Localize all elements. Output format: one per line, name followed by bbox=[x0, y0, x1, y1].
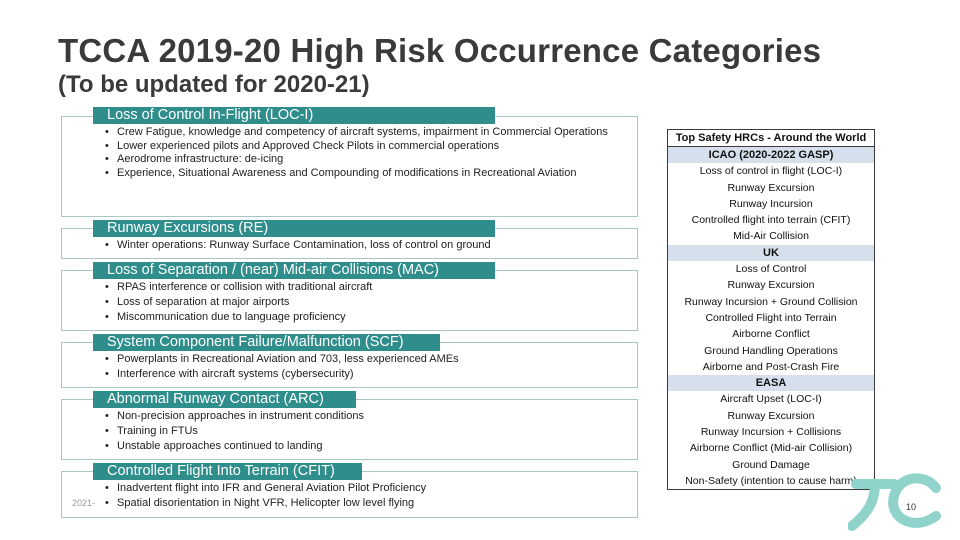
hrc-item: Loss of Control bbox=[735, 263, 807, 276]
hrc-section-easa: EASA bbox=[668, 375, 874, 392]
transport-canada-logo-icon bbox=[848, 473, 941, 531]
list-item: Miscommunication due to language profici… bbox=[105, 310, 610, 325]
hrc-item: Airborne Conflict (Mid-air Collision) bbox=[689, 442, 853, 455]
list-item: Loss of separation at major airports bbox=[105, 295, 610, 310]
hrc-section-uk: UK bbox=[668, 244, 874, 262]
hrc-item: Airborne Conflict bbox=[732, 328, 810, 341]
hrc-item: Controlled Flight into Terrain bbox=[705, 311, 837, 324]
hrc-item: Non-Safety (intention to cause harm) bbox=[685, 474, 857, 487]
list-item: Spatial disorientation in Night VFR, Hel… bbox=[105, 496, 610, 511]
hrc-item: Mid-Air Collision bbox=[733, 230, 809, 243]
category-bullets-arc: Non-precision approaches in instrument c… bbox=[105, 409, 610, 454]
list-item: Powerplants in Recreational Aviation and… bbox=[105, 352, 610, 367]
hrc-item: Airborne and Post-Crash Fire bbox=[702, 360, 840, 373]
category-bullets-loc-i: Crew Fatigue, knowledge and competency o… bbox=[105, 126, 610, 180]
footer-date: 2021- bbox=[72, 498, 96, 508]
page-number: 10 bbox=[906, 502, 917, 512]
hrc-item: Controlled flight into terrain (CFIT) bbox=[691, 214, 851, 227]
hrc-table-header: Top Safety HRCs - Around the World bbox=[668, 130, 874, 147]
list-item: Unstable approaches continued to landing bbox=[105, 439, 610, 454]
list-item: Winter operations: Runway Surface Contam… bbox=[105, 238, 610, 253]
hrc-item: Aircraft Upset (LOC-I) bbox=[720, 393, 822, 406]
hrc-table: Top Safety HRCs - Around the World ICAO … bbox=[667, 129, 875, 491]
list-item: Aerodrome infrastructure: de-icing bbox=[105, 153, 610, 167]
list-item: RPAS interference or collision with trad… bbox=[105, 280, 610, 295]
category-header-cfit: Controlled Flight Into Terrain (CFIT) bbox=[93, 463, 362, 480]
hrc-section-icao: ICAO (2020-2022 GASP) bbox=[668, 147, 874, 164]
category-header-re: Runway Excursions (RE) bbox=[93, 220, 495, 237]
hrc-item: Runway Excursion bbox=[727, 181, 815, 194]
list-item: Crew Fatigue, knowledge and competency o… bbox=[105, 126, 610, 140]
list-item: Interference with aircraft systems (cybe… bbox=[105, 367, 610, 382]
category-header-loc-i: Loss of Control In-Flight (LOC-I) bbox=[93, 107, 495, 124]
category-bullets-scf: Powerplants in Recreational Aviation and… bbox=[105, 352, 610, 382]
category-header-mac: Loss of Separation / (near) Mid-air Coll… bbox=[93, 262, 495, 279]
hrc-item: Loss of control in flight (LOC-I) bbox=[699, 165, 843, 178]
list-item: Inadvertent flight into IFR and General … bbox=[105, 481, 610, 496]
hrc-item: Runway Incursion bbox=[729, 197, 813, 210]
hrc-item: Runway Excursion bbox=[727, 279, 815, 292]
list-item: Non-precision approaches in instrument c… bbox=[105, 409, 610, 424]
hrc-item: Ground Handling Operations bbox=[704, 344, 838, 357]
hrc-item: Runway Excursion bbox=[727, 409, 815, 422]
category-header-scf: System Component Failure/Malfunction (SC… bbox=[93, 334, 440, 351]
list-item: Training in FTUs bbox=[105, 424, 610, 439]
category-bullets-cfit: Inadvertent flight into IFR and General … bbox=[105, 481, 610, 511]
slide-title: TCCA 2019-20 High Risk Occurrence Catego… bbox=[58, 32, 822, 69]
hrc-item: Runway Incursion + Collisions bbox=[700, 426, 842, 439]
hrc-item: Ground Damage bbox=[732, 458, 810, 471]
category-bullets-mac: RPAS interference or collision with trad… bbox=[105, 280, 610, 325]
category-bullets-re: Winter operations: Runway Surface Contam… bbox=[105, 238, 610, 253]
list-item: Lower experienced pilots and Approved Ch… bbox=[105, 140, 610, 154]
list-item: Experience, Situational Awareness and Co… bbox=[105, 167, 610, 181]
slide-subtitle: (To be updated for 2020-21) bbox=[58, 71, 370, 98]
category-header-arc: Abnormal Runway Contact (ARC) bbox=[93, 391, 356, 408]
hrc-item: Runway Incursion + Ground Collision bbox=[684, 295, 858, 308]
